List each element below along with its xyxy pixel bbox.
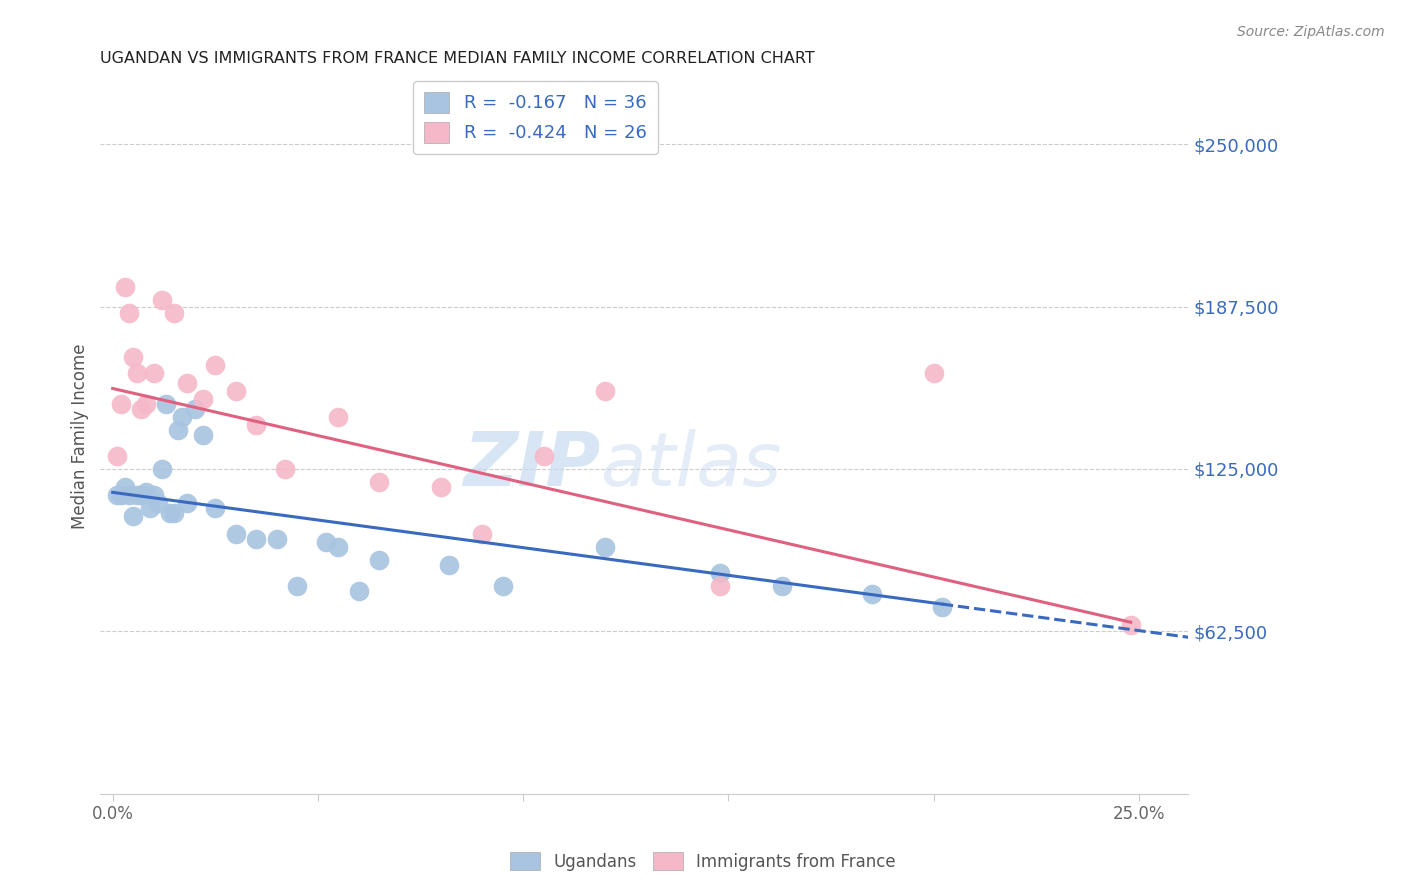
Legend: Ugandans, Immigrants from France: Ugandans, Immigrants from France	[502, 844, 904, 880]
Point	[134, 485, 156, 500]
Point	[274, 462, 297, 476]
Point	[245, 417, 267, 432]
Legend: R =  -0.167   N = 36, R =  -0.424   N = 26: R = -0.167 N = 36, R = -0.424 N = 26	[413, 81, 658, 153]
Point	[430, 480, 453, 494]
Point	[184, 402, 207, 417]
Point	[163, 306, 186, 320]
Point	[491, 579, 513, 593]
Point	[347, 584, 370, 599]
Point	[118, 488, 141, 502]
Point	[105, 488, 128, 502]
Point	[315, 534, 337, 549]
Point	[328, 540, 350, 554]
Point	[204, 358, 226, 372]
Point	[225, 527, 247, 541]
Point	[770, 579, 793, 593]
Point	[471, 527, 494, 541]
Point	[131, 402, 153, 417]
Point	[172, 410, 194, 425]
Point	[122, 508, 145, 523]
Point	[122, 351, 145, 365]
Text: Source: ZipAtlas.com: Source: ZipAtlas.com	[1237, 25, 1385, 39]
Point	[159, 506, 181, 520]
Point	[138, 500, 160, 515]
Point	[328, 410, 350, 425]
Point	[131, 488, 153, 502]
Text: atlas: atlas	[600, 429, 782, 501]
Point	[134, 397, 156, 411]
Point	[110, 397, 132, 411]
Point	[593, 540, 616, 554]
Point	[204, 500, 226, 515]
Point	[266, 532, 288, 546]
Point	[931, 599, 953, 614]
Point	[176, 496, 198, 510]
Point	[709, 579, 731, 593]
Point	[709, 566, 731, 580]
Point	[155, 397, 177, 411]
Y-axis label: Median Family Income: Median Family Income	[72, 343, 89, 529]
Point	[368, 553, 391, 567]
Point	[114, 480, 136, 494]
Point	[191, 392, 214, 406]
Point	[922, 366, 945, 380]
Point	[150, 293, 173, 307]
Point	[245, 532, 267, 546]
Point	[150, 462, 173, 476]
Point	[142, 488, 165, 502]
Point	[225, 384, 247, 398]
Point	[593, 384, 616, 398]
Point	[1119, 617, 1142, 632]
Point	[860, 587, 883, 601]
Point	[105, 449, 128, 463]
Point	[287, 579, 309, 593]
Point	[533, 449, 555, 463]
Point	[368, 475, 391, 489]
Point	[118, 306, 141, 320]
Point	[142, 366, 165, 380]
Text: UGANDAN VS IMMIGRANTS FROM FRANCE MEDIAN FAMILY INCOME CORRELATION CHART: UGANDAN VS IMMIGRANTS FROM FRANCE MEDIAN…	[100, 51, 815, 66]
Point	[176, 376, 198, 391]
Point	[127, 366, 149, 380]
Point	[167, 423, 190, 437]
Point	[146, 496, 169, 510]
Point	[110, 488, 132, 502]
Point	[127, 488, 149, 502]
Point	[163, 506, 186, 520]
Point	[191, 428, 214, 442]
Point	[114, 280, 136, 294]
Text: ZIP: ZIP	[464, 428, 600, 501]
Point	[439, 558, 461, 573]
